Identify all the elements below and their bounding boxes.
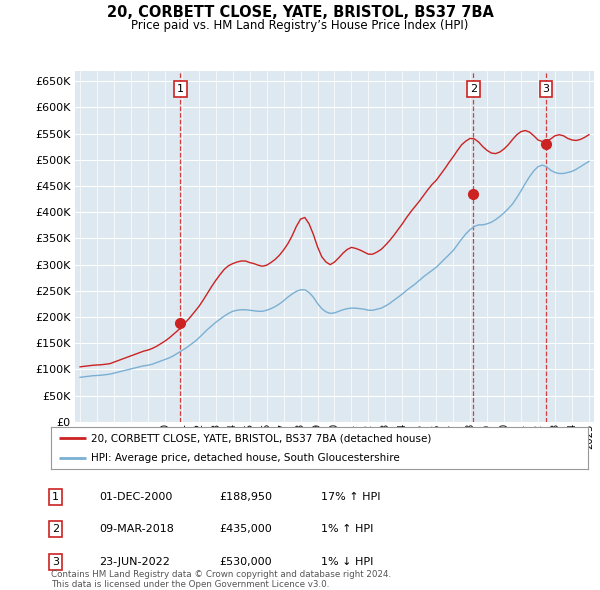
Text: 23-JUN-2022: 23-JUN-2022 <box>99 557 170 566</box>
Text: 09-MAR-2018: 09-MAR-2018 <box>99 525 174 534</box>
Text: 3: 3 <box>52 557 59 566</box>
Text: 17% ↑ HPI: 17% ↑ HPI <box>321 492 380 502</box>
Text: HPI: Average price, detached house, South Gloucestershire: HPI: Average price, detached house, Sout… <box>91 454 400 463</box>
Text: 1: 1 <box>52 492 59 502</box>
Text: 1% ↓ HPI: 1% ↓ HPI <box>321 557 373 566</box>
Text: Price paid vs. HM Land Registry’s House Price Index (HPI): Price paid vs. HM Land Registry’s House … <box>131 19 469 32</box>
Text: 20, CORBETT CLOSE, YATE, BRISTOL, BS37 7BA (detached house): 20, CORBETT CLOSE, YATE, BRISTOL, BS37 7… <box>91 433 431 443</box>
Text: £188,950: £188,950 <box>219 492 272 502</box>
Text: 1: 1 <box>177 84 184 94</box>
Text: 2: 2 <box>52 525 59 534</box>
Text: 20, CORBETT CLOSE, YATE, BRISTOL, BS37 7BA: 20, CORBETT CLOSE, YATE, BRISTOL, BS37 7… <box>107 5 493 19</box>
Text: 3: 3 <box>542 84 550 94</box>
Text: 1% ↑ HPI: 1% ↑ HPI <box>321 525 373 534</box>
Text: 2: 2 <box>470 84 477 94</box>
Text: Contains HM Land Registry data © Crown copyright and database right 2024.
This d: Contains HM Land Registry data © Crown c… <box>51 570 391 589</box>
Text: £435,000: £435,000 <box>219 525 272 534</box>
Text: £530,000: £530,000 <box>219 557 272 566</box>
Text: 01-DEC-2000: 01-DEC-2000 <box>99 492 172 502</box>
